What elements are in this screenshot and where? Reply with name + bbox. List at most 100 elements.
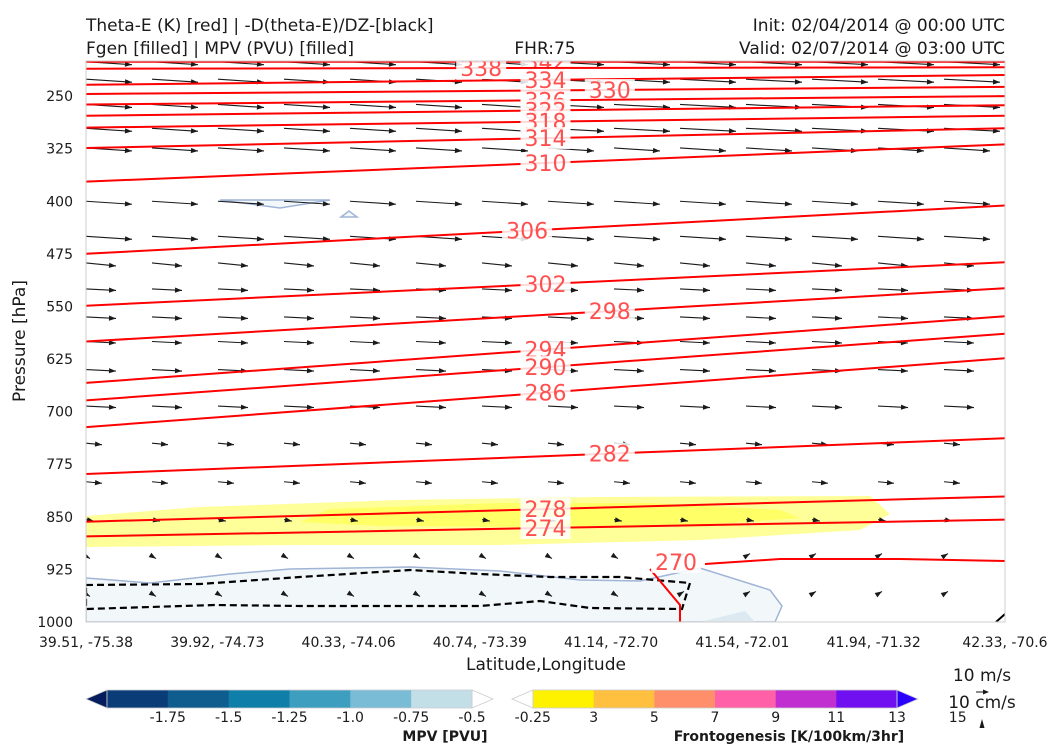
theta-e-contour-270: [704, 558, 1005, 565]
circulation-vector-head: [358, 480, 366, 486]
circulation-vector-head: [292, 441, 300, 447]
circulation-vector: [415, 200, 463, 205]
circulation-vector: [679, 235, 727, 240]
x-tick-label: 42.33, -70.6: [962, 635, 1047, 651]
circulation-vector-head: [636, 287, 644, 293]
x-tick-label: 41.54, -72.01: [695, 635, 789, 651]
circulation-vector-head: [306, 340, 314, 346]
circulation-vector-head: [190, 236, 198, 242]
circulation-vector-head: [556, 441, 564, 447]
circulation-vector: [679, 103, 737, 109]
circulation-vector-head: [372, 262, 380, 268]
circulation-vector: [349, 127, 397, 132]
circulation-vector-head: [174, 340, 182, 346]
circulation-vector: [217, 147, 265, 152]
colorbar-segment: [715, 690, 777, 708]
circulation-vector-head: [926, 79, 934, 85]
circulation-vector-head: [610, 590, 618, 597]
circulation-vector-head: [718, 147, 726, 154]
circulation-vector: [151, 147, 199, 152]
circulation-vector: [613, 200, 661, 205]
circulation-vector-head: [718, 236, 726, 242]
circulation-vector-head: [226, 441, 234, 447]
circulation-vector-head: [850, 236, 858, 242]
circulation-vector-head: [886, 480, 894, 486]
theta-e-label-282: 282: [589, 443, 631, 468]
circulation-vector: [415, 147, 463, 152]
circulation-vector-head: [190, 104, 198, 110]
circulation-vector: [349, 200, 397, 205]
colorbar-extend-right: [896, 689, 920, 709]
circulation-vector-head: [388, 104, 396, 110]
circulation-vector-head: [190, 61, 198, 67]
circulation-vector-head: [702, 340, 710, 346]
init-time: Init: 02/04/2014 @ 00:00 UTC: [753, 16, 1005, 36]
circulation-vector-head: [688, 480, 696, 486]
circulation-vector-head: [520, 201, 528, 207]
circulation-vector-head: [952, 480, 960, 486]
circulation-vector-head: [284, 517, 292, 523]
circulation-vector-head: [652, 236, 660, 242]
colorbar-segment: [350, 690, 412, 708]
theta-e-label-backdrop: [520, 152, 571, 174]
circulation-vector-head: [240, 287, 248, 293]
circulation-vector-head: [610, 552, 618, 559]
circulation-vector-head: [636, 404, 644, 410]
circulation-vector-head: [728, 128, 736, 134]
circulation-vector: [86, 127, 133, 132]
circulation-vector-head: [966, 404, 974, 410]
theta-e-label-backdrop: [520, 127, 571, 150]
plot-frame: [85, 60, 1006, 623]
colorbar-segment: [654, 690, 716, 708]
theta-e-label-backdrop: [520, 68, 571, 91]
circulation-vector: [151, 127, 199, 132]
circulation-vector-head: [454, 128, 462, 134]
circulation-vector-head: [982, 236, 990, 242]
theta-e-contours: 3423383343303263223183143103063022982942…: [86, 61, 1005, 622]
circulation-vector-head: [174, 368, 182, 374]
theta-e-label-backdrop: [502, 219, 553, 242]
circulation-vector: [481, 127, 529, 132]
circulation-vector-head: [124, 201, 132, 207]
circulation-vector-head: [900, 315, 908, 321]
circulation-vector-head: [454, 201, 462, 207]
circulation-vector-head: [570, 287, 578, 293]
circulation-vector: [217, 103, 265, 109]
circulation-vector-head: [636, 315, 644, 321]
circulation-vector: [349, 103, 397, 109]
circulation-vector-head: [916, 201, 924, 207]
theta-e-label-290: 290: [525, 356, 567, 381]
theta-e-label-306: 306: [506, 220, 548, 245]
circulation-vector-head: [306, 315, 314, 321]
colorbar-tick-label: -0.5: [458, 710, 485, 726]
x-tick-label: 39.92, -74.73: [170, 635, 264, 651]
circulation-vector: [283, 147, 331, 152]
circulation-vector-head: [570, 315, 578, 321]
circulation-vector-head: [240, 262, 248, 268]
circulation-vector-head: [742, 591, 750, 598]
circulation-vector: [151, 235, 199, 240]
theta-e-label-backdrop: [456, 61, 507, 80]
circulation-vector-head: [768, 404, 776, 410]
circulation-vector-head: [174, 262, 182, 268]
circulation-vector-head: [124, 61, 132, 67]
circulation-vector-head: [94, 441, 102, 447]
circulation-vector-head: [784, 201, 792, 207]
circulation-vector: [349, 147, 397, 152]
circulation-vector: [283, 235, 331, 240]
circulation-vector-head: [702, 287, 710, 293]
circulation-vector-head: [754, 480, 762, 486]
circulation-vector-head: [636, 368, 644, 374]
y-tick-label: 625: [46, 352, 73, 368]
circulation-vector-head: [412, 552, 420, 559]
circulation-vector-head: [490, 441, 498, 447]
circulation-vector: [283, 200, 331, 205]
circulation-vector-head: [346, 552, 354, 559]
circulation-vector-head: [412, 590, 420, 597]
colorbar-tick-label: -1.5: [215, 710, 242, 726]
mpv-colorbar: -1.75 -1.5 -1.25 -1.0 -0.75 -0.5 -0.25: [84, 689, 551, 726]
theta-e-label-backdrop: [520, 498, 571, 521]
circulation-vector-head: [860, 79, 868, 85]
circulation-vector-head: [190, 201, 198, 207]
colorbar-tick-label: 7: [711, 710, 720, 726]
